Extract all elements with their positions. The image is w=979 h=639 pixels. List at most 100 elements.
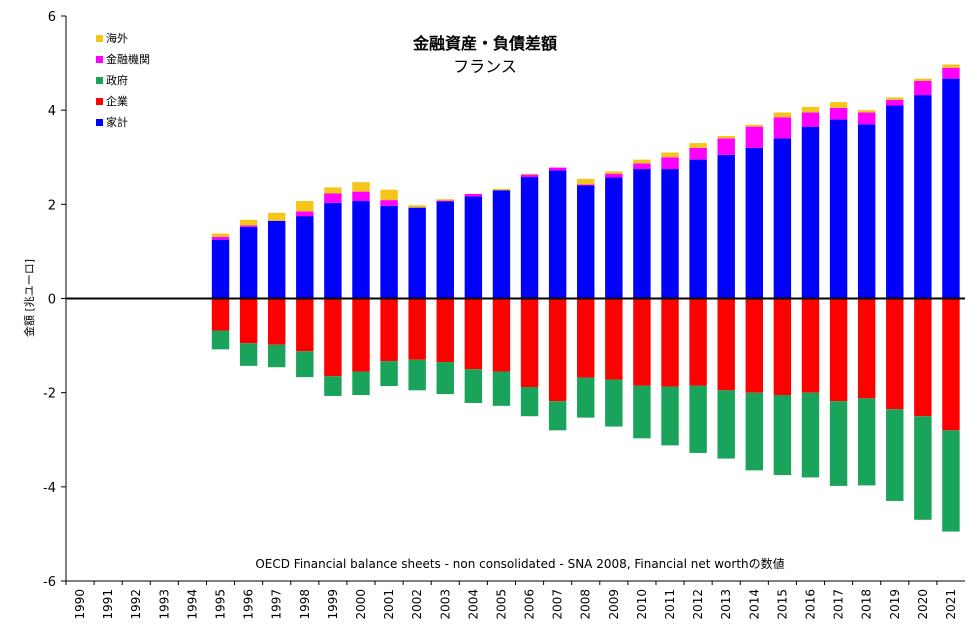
bar-1996-企業: [239, 298, 258, 344]
bar-2013-企業: [717, 298, 735, 391]
bar-2003-金融機関: [436, 200, 454, 202]
bar-1995-政府: [211, 330, 230, 350]
bar-2006-金融機関: [520, 174, 539, 178]
x-tick-label: 2014: [747, 589, 761, 620]
bar-2001-家計: [380, 205, 398, 299]
x-tick-label: 2016: [803, 589, 817, 620]
bar-2016-金融機関: [801, 112, 820, 127]
bar-2017-家計: [829, 119, 848, 299]
bar-1998-海外: [296, 201, 314, 212]
bar-2003-海外: [436, 199, 454, 201]
bar-1999-海外: [324, 187, 342, 194]
bar-2001-金融機関: [380, 200, 398, 206]
bar-2003-政府: [436, 362, 454, 395]
bar-1995-家計: [211, 239, 230, 299]
bar-2019-海外: [886, 97, 904, 100]
bar-2004-金融機関: [464, 193, 483, 197]
bar-2019-政府: [886, 409, 904, 501]
bar-2021-政府: [942, 430, 960, 532]
bar-2020-海外: [914, 78, 932, 81]
chart-subtitle: フランス: [453, 57, 517, 76]
y-tick-label: 4: [48, 104, 56, 119]
bar-2004-家計: [464, 196, 483, 299]
bar-2000-政府: [352, 371, 370, 396]
bar-2010-家計: [633, 169, 651, 299]
legend-swatch: [96, 119, 103, 126]
bar-2020-金融機関: [914, 80, 932, 96]
bar-2021-企業: [942, 298, 960, 431]
bars-layer: [211, 64, 960, 532]
x-tick-label: 2002: [410, 589, 424, 620]
bar-2021-家計: [942, 78, 960, 299]
bar-1997-海外: [267, 212, 286, 221]
y-tick-label: 2: [48, 198, 56, 213]
x-tick-label: 2013: [719, 589, 733, 620]
bar-1997-企業: [267, 298, 286, 345]
bar-2012-家計: [689, 159, 707, 299]
y-tick-label: 0: [48, 293, 56, 308]
bar-2020-政府: [914, 416, 932, 520]
bar-2011-企業: [661, 298, 679, 387]
bar-2003-家計: [436, 201, 454, 299]
bar-2021-金融機関: [942, 67, 960, 79]
bar-2012-海外: [689, 143, 707, 148]
bar-2017-金融機関: [829, 107, 848, 120]
x-tick-label: 1997: [270, 589, 284, 620]
bar-2017-企業: [829, 298, 848, 402]
bar-2010-企業: [633, 298, 651, 386]
bar-1998-家計: [296, 216, 314, 299]
bar-2010-政府: [633, 385, 651, 439]
bar-2011-家計: [661, 169, 679, 299]
bar-2006-海外: [520, 173, 539, 175]
bar-2015-金融機関: [773, 117, 792, 139]
bar-2015-海外: [773, 112, 792, 118]
legend-swatch: [96, 56, 103, 63]
bar-2015-政府: [773, 395, 792, 476]
bar-2008-金融機関: [577, 184, 595, 186]
chart-title: 金融資産・負債差額: [412, 34, 557, 53]
bar-2001-政府: [380, 361, 398, 387]
bar-2012-企業: [689, 298, 707, 386]
bar-2005-企業: [492, 298, 511, 372]
bar-1998-企業: [296, 298, 314, 352]
y-axis-label: 金額 [兆ユーロ]: [22, 259, 36, 337]
x-tick-label: 2001: [382, 589, 396, 620]
bar-2002-企業: [408, 298, 426, 360]
bar-1999-家計: [324, 202, 342, 299]
bar-2010-海外: [633, 159, 651, 164]
bar-2015-家計: [773, 138, 792, 299]
bar-1997-家計: [267, 220, 286, 299]
bar-2011-金融機関: [661, 157, 679, 170]
bar-2014-家計: [745, 147, 764, 299]
axes-layer: -6 -4 -2 0 2 4 6 1990 1991 1992 1993 1994 1995 1996 19…: [43, 10, 965, 620]
bar-2018-家計: [857, 124, 876, 299]
bar-2017-政府: [829, 401, 848, 486]
x-tick-label: 2004: [466, 589, 480, 620]
bar-1997-政府: [267, 344, 286, 368]
bar-1998-金融機関: [296, 211, 314, 217]
bar-2020-家計: [914, 95, 932, 299]
x-tick-label: 2005: [494, 589, 508, 620]
bar-2012-金融機関: [689, 147, 707, 160]
bar-2006-企業: [520, 298, 539, 388]
x-tick-label: 1990: [73, 589, 87, 620]
x-tick-label: 2020: [916, 589, 930, 620]
bar-1998-政府: [296, 351, 314, 378]
bar-2005-政府: [492, 371, 511, 406]
legend-swatch: [96, 98, 103, 105]
bar-2018-金融機関: [857, 112, 876, 125]
legend-label: 家計: [106, 115, 128, 129]
bar-2009-金融機関: [605, 173, 623, 178]
bar-2004-政府: [464, 369, 483, 404]
legend-swatch: [96, 77, 103, 84]
bar-2020-企業: [914, 298, 932, 417]
x-tick-label: 2007: [551, 589, 565, 620]
bar-2009-政府: [605, 379, 623, 427]
bar-2008-政府: [577, 377, 595, 418]
legend-swatch: [96, 35, 103, 42]
bar-2017-海外: [829, 102, 848, 108]
bar-2000-家計: [352, 201, 370, 299]
bar-1996-家計: [239, 226, 258, 299]
x-tick-label: 1992: [129, 589, 143, 620]
x-tick-label: 1995: [214, 589, 228, 620]
